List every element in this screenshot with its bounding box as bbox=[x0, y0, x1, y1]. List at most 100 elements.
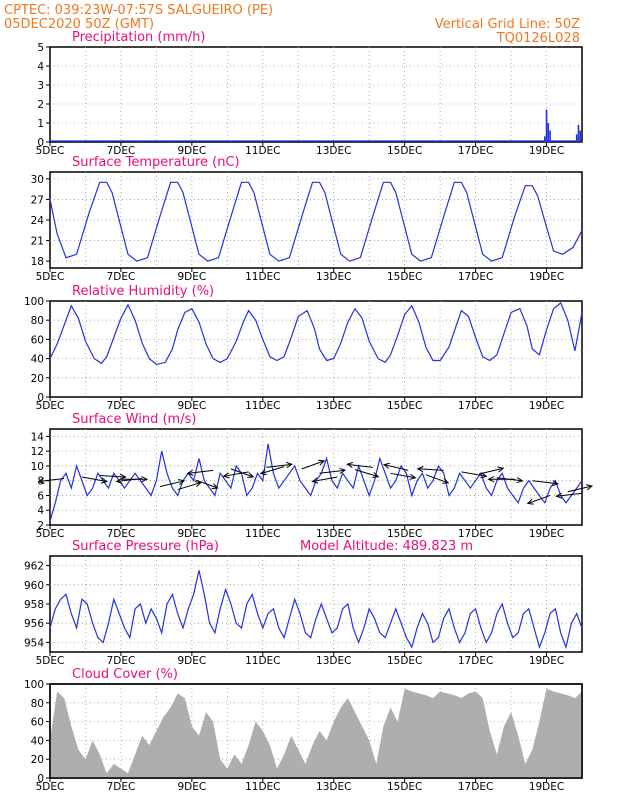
x-tick-label: 9DEC bbox=[177, 655, 206, 667]
x-tick-label: 7DEC bbox=[107, 655, 136, 667]
wind-arrow bbox=[159, 480, 185, 488]
y-tick-label: 6 bbox=[37, 490, 44, 502]
x-tick-label: 13DEC bbox=[316, 145, 351, 157]
x-tick-label: 17DEC bbox=[458, 271, 493, 283]
x-tick-label: 11DEC bbox=[245, 145, 280, 157]
y-tick-label: 2 bbox=[37, 520, 44, 532]
wind-arrow-head bbox=[442, 478, 450, 484]
wind-arrow-head bbox=[222, 472, 230, 479]
y-tick-label: 40 bbox=[31, 735, 44, 747]
wind-arrow bbox=[195, 479, 218, 489]
x-tick-label: 15DEC bbox=[387, 400, 422, 412]
header: CPTEC: 039:23W-07:57S SALGUEIRO (PE) 05D… bbox=[4, 3, 580, 46]
header-station: CPTEC: 039:23W-07:57S SALGUEIRO (PE) bbox=[4, 3, 273, 18]
y-tick-label: 27 bbox=[31, 194, 44, 206]
y-tick-label: 960 bbox=[24, 580, 44, 592]
panel-5: 954 956 958 960 962 5DEC 7DEC 9DEC 11DEC 13DEC 15D… bbox=[24, 539, 583, 667]
x-tick-label: 11DEC bbox=[245, 528, 280, 540]
x-tick-label: 19DEC bbox=[529, 145, 564, 157]
x-tick-label: 17DEC bbox=[458, 145, 493, 157]
x-tick-label: 5DEC bbox=[36, 655, 65, 667]
panel-title: Cloud Cover (%) bbox=[72, 667, 178, 682]
wind-arrow-head bbox=[416, 466, 424, 473]
wind-arrow bbox=[527, 494, 551, 504]
wind-arrow bbox=[347, 463, 373, 468]
y-tick-label: 958 bbox=[24, 599, 44, 611]
panel-title: Surface Pressure (hPa) bbox=[72, 539, 219, 554]
y-tick-label: 100 bbox=[24, 296, 44, 308]
x-tick-label: 17DEC bbox=[458, 528, 493, 540]
wind-arrow bbox=[556, 492, 583, 497]
wind-arrow-head bbox=[247, 472, 255, 478]
wind-arrow bbox=[187, 469, 214, 474]
series-line bbox=[49, 181, 583, 262]
x-tick-label: 7DEC bbox=[107, 528, 136, 540]
panel-subtitle: Model Altitude: 489.823 m bbox=[300, 539, 473, 554]
wind-arrow-head bbox=[382, 462, 391, 469]
y-tick-label: 60 bbox=[31, 717, 44, 729]
x-tick-label: 19DEC bbox=[529, 781, 564, 793]
wind-arrow bbox=[354, 469, 379, 478]
y-tick-label: 18 bbox=[31, 256, 44, 268]
wind-arrow-head bbox=[115, 477, 123, 484]
x-tick-label: 15DEC bbox=[387, 271, 422, 283]
wind-arrow bbox=[567, 485, 593, 493]
wind-arrow-head bbox=[194, 481, 202, 487]
y-tick-label: 24 bbox=[31, 215, 45, 227]
x-tick-label: 13DEC bbox=[316, 781, 351, 793]
x-tick-label: 17DEC bbox=[458, 400, 493, 412]
plot-frame-top bbox=[49, 683, 583, 779]
panel-4: 24681012145DEC7DEC9DEC11DEC13DEC15DEC17D… bbox=[31, 412, 594, 540]
x-tick-label: 9DEC bbox=[177, 400, 206, 412]
x-tick-label: 19DEC bbox=[529, 528, 564, 540]
y-tick-label: 14 bbox=[31, 431, 45, 443]
y-tick-label: 956 bbox=[24, 618, 44, 630]
x-tick-label: 19DEC bbox=[529, 271, 564, 283]
panels: 0 1 2 3 4 5 5DEC 7DEC 9DEC 11DEC 13DEC 15DEC 17DEC 19… bbox=[24, 30, 594, 793]
y-tick-label: 21 bbox=[31, 236, 44, 248]
precip-bar bbox=[547, 123, 550, 142]
precip-bar bbox=[579, 130, 582, 142]
x-tick-label: 7DEC bbox=[107, 400, 136, 412]
plot-frame bbox=[49, 46, 583, 143]
y-tick-label: 1 bbox=[37, 118, 44, 130]
precip-bar bbox=[543, 136, 546, 142]
wind-arrow bbox=[390, 472, 416, 479]
panel-title: Relative Humidity (%) bbox=[72, 284, 214, 299]
y-tick-label: 10 bbox=[31, 461, 44, 473]
wind-arrow-head bbox=[480, 472, 488, 479]
cloud-area bbox=[50, 688, 582, 778]
wind-arrow-head bbox=[526, 498, 534, 505]
wind-arrow bbox=[301, 460, 325, 470]
x-tick-label: 11DEC bbox=[245, 781, 280, 793]
x-tick-label: 7DEC bbox=[107, 145, 136, 157]
y-tick-label: 100 bbox=[24, 679, 44, 691]
y-tick-label: 3 bbox=[37, 80, 44, 92]
y-tick-label: 0 bbox=[37, 137, 44, 149]
wind-arrow-head bbox=[585, 484, 594, 491]
wind-arrow bbox=[177, 482, 202, 491]
panel-6: 0 20 40 60 80 100 5DEC 7DEC 9DEC 11DEC 13DEC 15DEC 1… bbox=[24, 667, 583, 793]
x-tick-label: 17DEC bbox=[458, 655, 493, 667]
wind-arrow-head bbox=[346, 461, 354, 469]
wind-arrow-head bbox=[259, 469, 267, 476]
y-tick-label: 0 bbox=[37, 773, 44, 785]
wind-arrow bbox=[461, 471, 487, 477]
x-tick-label: 13DEC bbox=[316, 528, 351, 540]
wind-arrow bbox=[266, 463, 292, 468]
wind-arrow bbox=[417, 468, 444, 471]
y-tick-label: 4 bbox=[37, 61, 44, 73]
wind-arrow-head bbox=[100, 477, 108, 484]
precip-bar bbox=[549, 130, 551, 142]
header-grid-line: Vertical Grid Line: 50Z bbox=[435, 17, 580, 32]
x-tick-label: 11DEC bbox=[245, 400, 280, 412]
wind-arrow bbox=[38, 477, 65, 483]
panel-title: Precipitation (mm/h) bbox=[72, 30, 205, 45]
y-tick-label: 5 bbox=[37, 42, 44, 54]
wind-arrow bbox=[383, 464, 409, 471]
wind-arrow bbox=[319, 469, 346, 474]
wind-arrow-head bbox=[497, 466, 505, 473]
y-tick-label: 2 bbox=[37, 99, 44, 111]
x-tick-label: 5DEC bbox=[36, 145, 65, 157]
wind-arrow bbox=[99, 475, 126, 478]
